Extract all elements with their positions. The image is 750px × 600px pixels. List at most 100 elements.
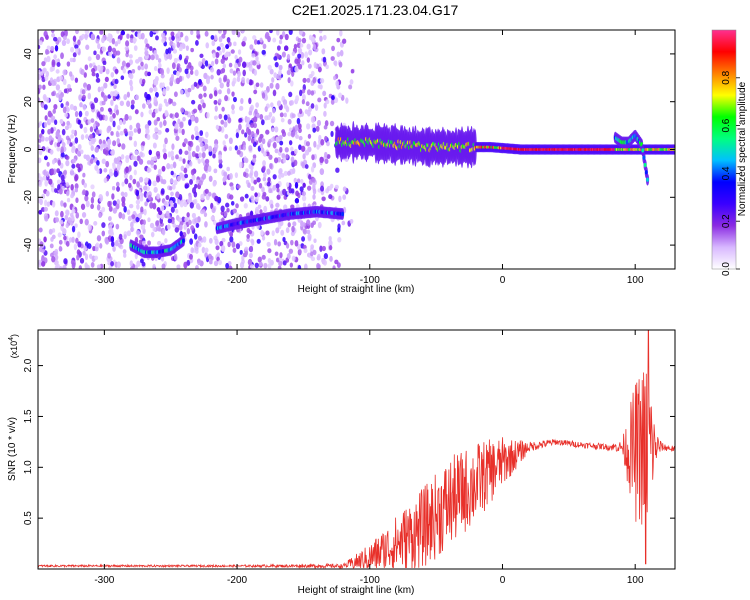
spectrogram-cell — [153, 78, 158, 85]
spectrogram-cell — [58, 265, 63, 269]
spectrogram-cell — [136, 122, 141, 130]
spectrogram-cell — [243, 171, 247, 178]
spectrogram-cell — [317, 119, 321, 127]
spectrogram-x-tick-label: -200 — [227, 275, 247, 286]
spectrogram-cell — [71, 163, 76, 169]
spectrogram-cell — [46, 201, 51, 207]
spectrogram-cell — [316, 144, 320, 150]
spectrogram-cell — [298, 127, 302, 134]
spectrogram-cell — [173, 202, 178, 209]
spectrogram-cell — [62, 69, 67, 76]
spectrogram-cell — [319, 78, 325, 84]
spectrogram-cell — [312, 76, 317, 84]
spectrogram-cell — [204, 143, 209, 150]
spectrogram-cell — [83, 126, 88, 134]
spectrogram-cell — [275, 227, 280, 234]
spectrogram-cell — [71, 129, 75, 135]
spectrogram-cell — [90, 118, 95, 123]
spectrogram-cell — [179, 231, 183, 237]
spectrogram-cell — [194, 69, 199, 77]
spectrogram-cell — [61, 142, 66, 148]
spectrogram-cell — [63, 202, 67, 208]
spectrogram-cell — [96, 235, 102, 242]
spectrogram-cell — [222, 140, 226, 146]
spectrogram-cell — [104, 150, 109, 156]
spectrogram-cell — [269, 162, 273, 170]
spectrogram-cell — [171, 35, 175, 41]
spectrogram-cell — [64, 214, 69, 221]
spectrogram-cell — [176, 199, 181, 205]
spectrogram-cell — [94, 246, 99, 252]
spectrogram-cell — [143, 185, 148, 191]
spectrogram-cell — [146, 160, 151, 165]
spectrogram-cell — [49, 243, 54, 249]
spectrogram-cell — [252, 35, 257, 40]
spectrogram-cell — [300, 220, 304, 227]
spectrogram-cell — [292, 221, 297, 227]
spectrogram-cell — [139, 151, 144, 158]
spectrogram-cell — [264, 106, 268, 112]
spectrogram-cell — [319, 156, 324, 164]
spectrogram-cell — [38, 149, 43, 156]
spectrogram-cell — [54, 188, 58, 193]
spectrogram-cell — [136, 203, 140, 210]
spectrogram-cell — [38, 122, 41, 129]
spectrogram-cell — [43, 104, 48, 110]
spectrogram-cell — [290, 146, 294, 152]
spectrogram-cell — [55, 130, 60, 138]
spectrogram-cell — [240, 30, 245, 34]
spectrogram-cell — [315, 125, 320, 132]
spectrogram-cell — [63, 235, 67, 241]
spectrogram-cell — [246, 77, 250, 84]
spectrogram-cell — [94, 146, 99, 153]
spectrogram-cell — [144, 63, 148, 70]
spectrogram-cell — [147, 120, 152, 126]
spectrogram-cell — [51, 200, 56, 208]
spectrogram-cell — [267, 177, 271, 183]
spectrogram-cell — [298, 249, 302, 255]
spectrogram-cell — [173, 253, 178, 261]
spectrogram-cell — [108, 224, 113, 230]
spectrogram-cell — [50, 236, 54, 242]
spectrogram-cell — [224, 95, 229, 102]
spectrogram-cell — [324, 151, 328, 158]
spectrogram-cell — [208, 93, 213, 100]
spectrogram-cell — [248, 97, 252, 105]
spectrogram-cell — [200, 64, 205, 70]
spectrogram-cell — [259, 143, 264, 149]
spectrogram-cell — [288, 91, 293, 98]
spectrogram-cell — [133, 128, 138, 133]
spectrogram-cell — [149, 222, 155, 229]
spectrogram-cell — [143, 177, 149, 183]
spectrogram-cell — [164, 109, 169, 117]
spectrogram-cell — [341, 220, 346, 226]
spectrogram-cell — [259, 37, 263, 43]
spectrogram-cell — [139, 234, 144, 240]
spectrogram-cell — [143, 208, 147, 216]
spectrogram-cell — [154, 126, 159, 133]
spectrogram-cell — [294, 240, 299, 247]
spectrogram-cell — [313, 238, 317, 243]
spectrogram-cell — [69, 169, 75, 176]
spectrogram-cell — [42, 67, 47, 73]
spectrogram-cell — [323, 125, 328, 130]
spectrogram-cell — [242, 144, 246, 151]
spectrogram-cell — [229, 182, 234, 187]
spectrogram-cell — [290, 150, 295, 156]
spectrogram-cell — [297, 63, 303, 70]
spectrogram-cell — [126, 209, 131, 216]
spectrogram-cell — [74, 183, 79, 190]
spectrogram-cell — [107, 45, 112, 53]
spectrogram-cell — [215, 245, 220, 251]
spectrogram-cell — [158, 210, 163, 216]
spectrogram-cell — [77, 39, 81, 46]
spectrogram-cell — [62, 227, 67, 235]
snr-x-tick-label: -200 — [227, 575, 247, 586]
spectrogram-cell — [74, 187, 79, 193]
spectrogram-cell — [51, 79, 56, 87]
spectrogram-cell — [116, 137, 120, 145]
spectrogram-y-axis: -40 -20 0 20 40 — [23, 48, 675, 252]
spectrogram-cell — [247, 135, 251, 142]
spectrogram-cell — [54, 210, 59, 217]
spectrogram-cell — [123, 253, 127, 258]
